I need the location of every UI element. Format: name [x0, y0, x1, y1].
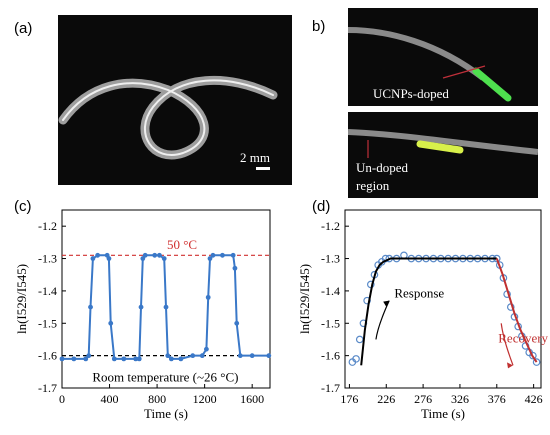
chart-c-y-tick-label-1: -1.3 — [38, 252, 57, 266]
chart-d-x-tick-label-0: 176 — [340, 392, 358, 406]
panel-label-d: (d) — [312, 198, 331, 215]
chart-c-point-21 — [165, 353, 171, 359]
chart-c-point-17 — [152, 252, 158, 258]
chart-d-y-tick-label-1: -1.3 — [321, 252, 340, 266]
panel-label-b: b) — [312, 18, 326, 35]
chart-c-point-24 — [190, 353, 196, 359]
chart-d-x-tick-label-5: 426 — [525, 392, 543, 406]
chart-d-x-tick-label-1: 226 — [377, 392, 395, 406]
chart-d-annotation-recovery: Recovery — [498, 331, 548, 346]
chart-c-point-27 — [205, 294, 211, 300]
chart-c-point-26 — [204, 346, 209, 352]
chart-c-point-29 — [210, 252, 216, 258]
chart-c-x-axis-label: Time (s) — [144, 406, 188, 421]
chart-d-fit-response-line — [360, 257, 497, 366]
panel-label-c: (c) — [14, 198, 32, 215]
chart-c-x-tick-label-2: 800 — [148, 392, 166, 406]
undoped-fiber-photo: Un-doped region — [348, 112, 538, 198]
chart-d-fit-recovery-line — [495, 258, 538, 363]
chart-d-y-tick-label-5: -1.7 — [321, 381, 340, 395]
chart-c-point-13 — [136, 356, 142, 362]
chart-c-x-tick-label-1: 400 — [101, 392, 119, 406]
chart-c-y-tick-label-3: -1.5 — [38, 316, 57, 330]
chart-c-annotation-cold: Room temperature (~26 °C) — [92, 370, 238, 385]
undoped-label-line1: Un-doped — [356, 160, 408, 175]
chart-c-point-12 — [133, 356, 139, 362]
chart-c-point-25 — [199, 353, 205, 359]
chart-c-point-4 — [88, 304, 93, 310]
doped-fiber-photo: UCNPs-doped — [348, 8, 538, 106]
chart-d-response-arrow — [375, 300, 390, 340]
fiber-knot-illustration: 2 mm — [58, 75, 278, 170]
chart-d-point-4 — [363, 296, 371, 305]
undoped-label-line2: region — [356, 178, 390, 193]
chart-d-x-axis-label: Time (s) — [421, 406, 465, 421]
chart-c-point-16 — [142, 252, 148, 258]
chart-d-point-36 — [532, 358, 541, 366]
chart-c-y-tick-label-0: -1.2 — [38, 219, 57, 233]
chart-c-point-5 — [90, 256, 96, 261]
chart-d-x-tick-label-2: 276 — [414, 392, 432, 406]
chart-c-point-23 — [178, 356, 184, 362]
chart-c-x-tick-label-4: 1600 — [240, 392, 264, 406]
chart-c-point-22 — [168, 356, 174, 362]
chart-c-point-8 — [106, 256, 112, 261]
scale-bar-label: 2 mm — [240, 150, 270, 165]
chart-d-y-tick-label-4: -1.6 — [321, 349, 340, 363]
chart-d-recovery-arrowhead — [507, 362, 513, 369]
chart-c-point-3 — [86, 353, 92, 359]
chart-c-point-19 — [161, 256, 167, 261]
chart-d-y-tick-label-0: -1.2 — [321, 219, 340, 233]
chart-d-point-2 — [355, 335, 364, 344]
chart-c-y-tick-label-2: -1.4 — [38, 284, 57, 298]
chart-d-annotation-response: Response — [394, 285, 444, 300]
chart-d-plot-frame — [344, 209, 542, 389]
chart-c-point-32 — [232, 265, 238, 271]
chart-c-point-2 — [83, 356, 89, 362]
chart-d-y-tick-label-2: -1.4 — [321, 284, 340, 298]
chart-d-recovery-arrow — [500, 323, 514, 366]
chart-c-point-9 — [108, 320, 114, 326]
chart-c-point-10 — [111, 356, 117, 362]
chart-c: -1.2 -1.3 -1.4 -1.5 -1.6 -1.70 400 800 1200 1600 T… — [14, 209, 272, 421]
doped-fiber-illustration: UCNPs-doped — [348, 27, 512, 102]
chart-c-y-axis-label: ln(I529/I545) — [14, 264, 29, 334]
chart-c-x-tick-label-3: 1200 — [193, 392, 217, 406]
chart-c-point-34 — [237, 353, 243, 359]
panel-label-a: (a) — [14, 20, 33, 37]
chart-d-y-tick-label-3: -1.5 — [321, 316, 340, 330]
chart-c-point-11 — [121, 356, 127, 362]
chart-c-point-28 — [207, 256, 213, 261]
chart-c-plot-frame — [61, 209, 271, 389]
chart-c-point-18 — [157, 252, 162, 258]
chart-c-point-35 — [249, 353, 255, 359]
chart-c-point-20 — [163, 304, 169, 310]
ucnps-doped-label: UCNPs-doped — [373, 86, 449, 101]
chart-c-point-0 — [59, 356, 65, 362]
chart-c-point-36 — [266, 353, 272, 359]
chart-c-point-33 — [234, 320, 240, 326]
chart-d-point-35 — [529, 351, 537, 360]
fiber-knot-photo: 2 mm — [58, 15, 292, 185]
chart-c-point-6 — [95, 252, 101, 258]
chart-d-x-tick-label-4: 376 — [488, 392, 506, 406]
chart-c-point-1 — [71, 356, 77, 362]
chart-c-y-tick-label-5: -1.7 — [38, 381, 57, 395]
chart-d-point-1 — [352, 355, 360, 363]
chart-d-x-tick-label-3: 326 — [451, 392, 469, 406]
chart-c-point-30 — [220, 252, 225, 258]
chart-c-x-tick-label-0: 0 — [59, 392, 65, 406]
undoped-fiber-illustration: Un-doped region — [348, 129, 538, 193]
chart-d-response-arrowhead — [383, 300, 390, 307]
chart-d-y-axis-label: ln(I529/I545) — [297, 264, 312, 334]
chart-c-y-tick-label-4: -1.6 — [38, 349, 57, 363]
chart-c-annotation-hot: 50 °C — [167, 237, 197, 252]
chart-c-point-31 — [230, 252, 236, 258]
chart-c-point-14 — [138, 304, 144, 310]
